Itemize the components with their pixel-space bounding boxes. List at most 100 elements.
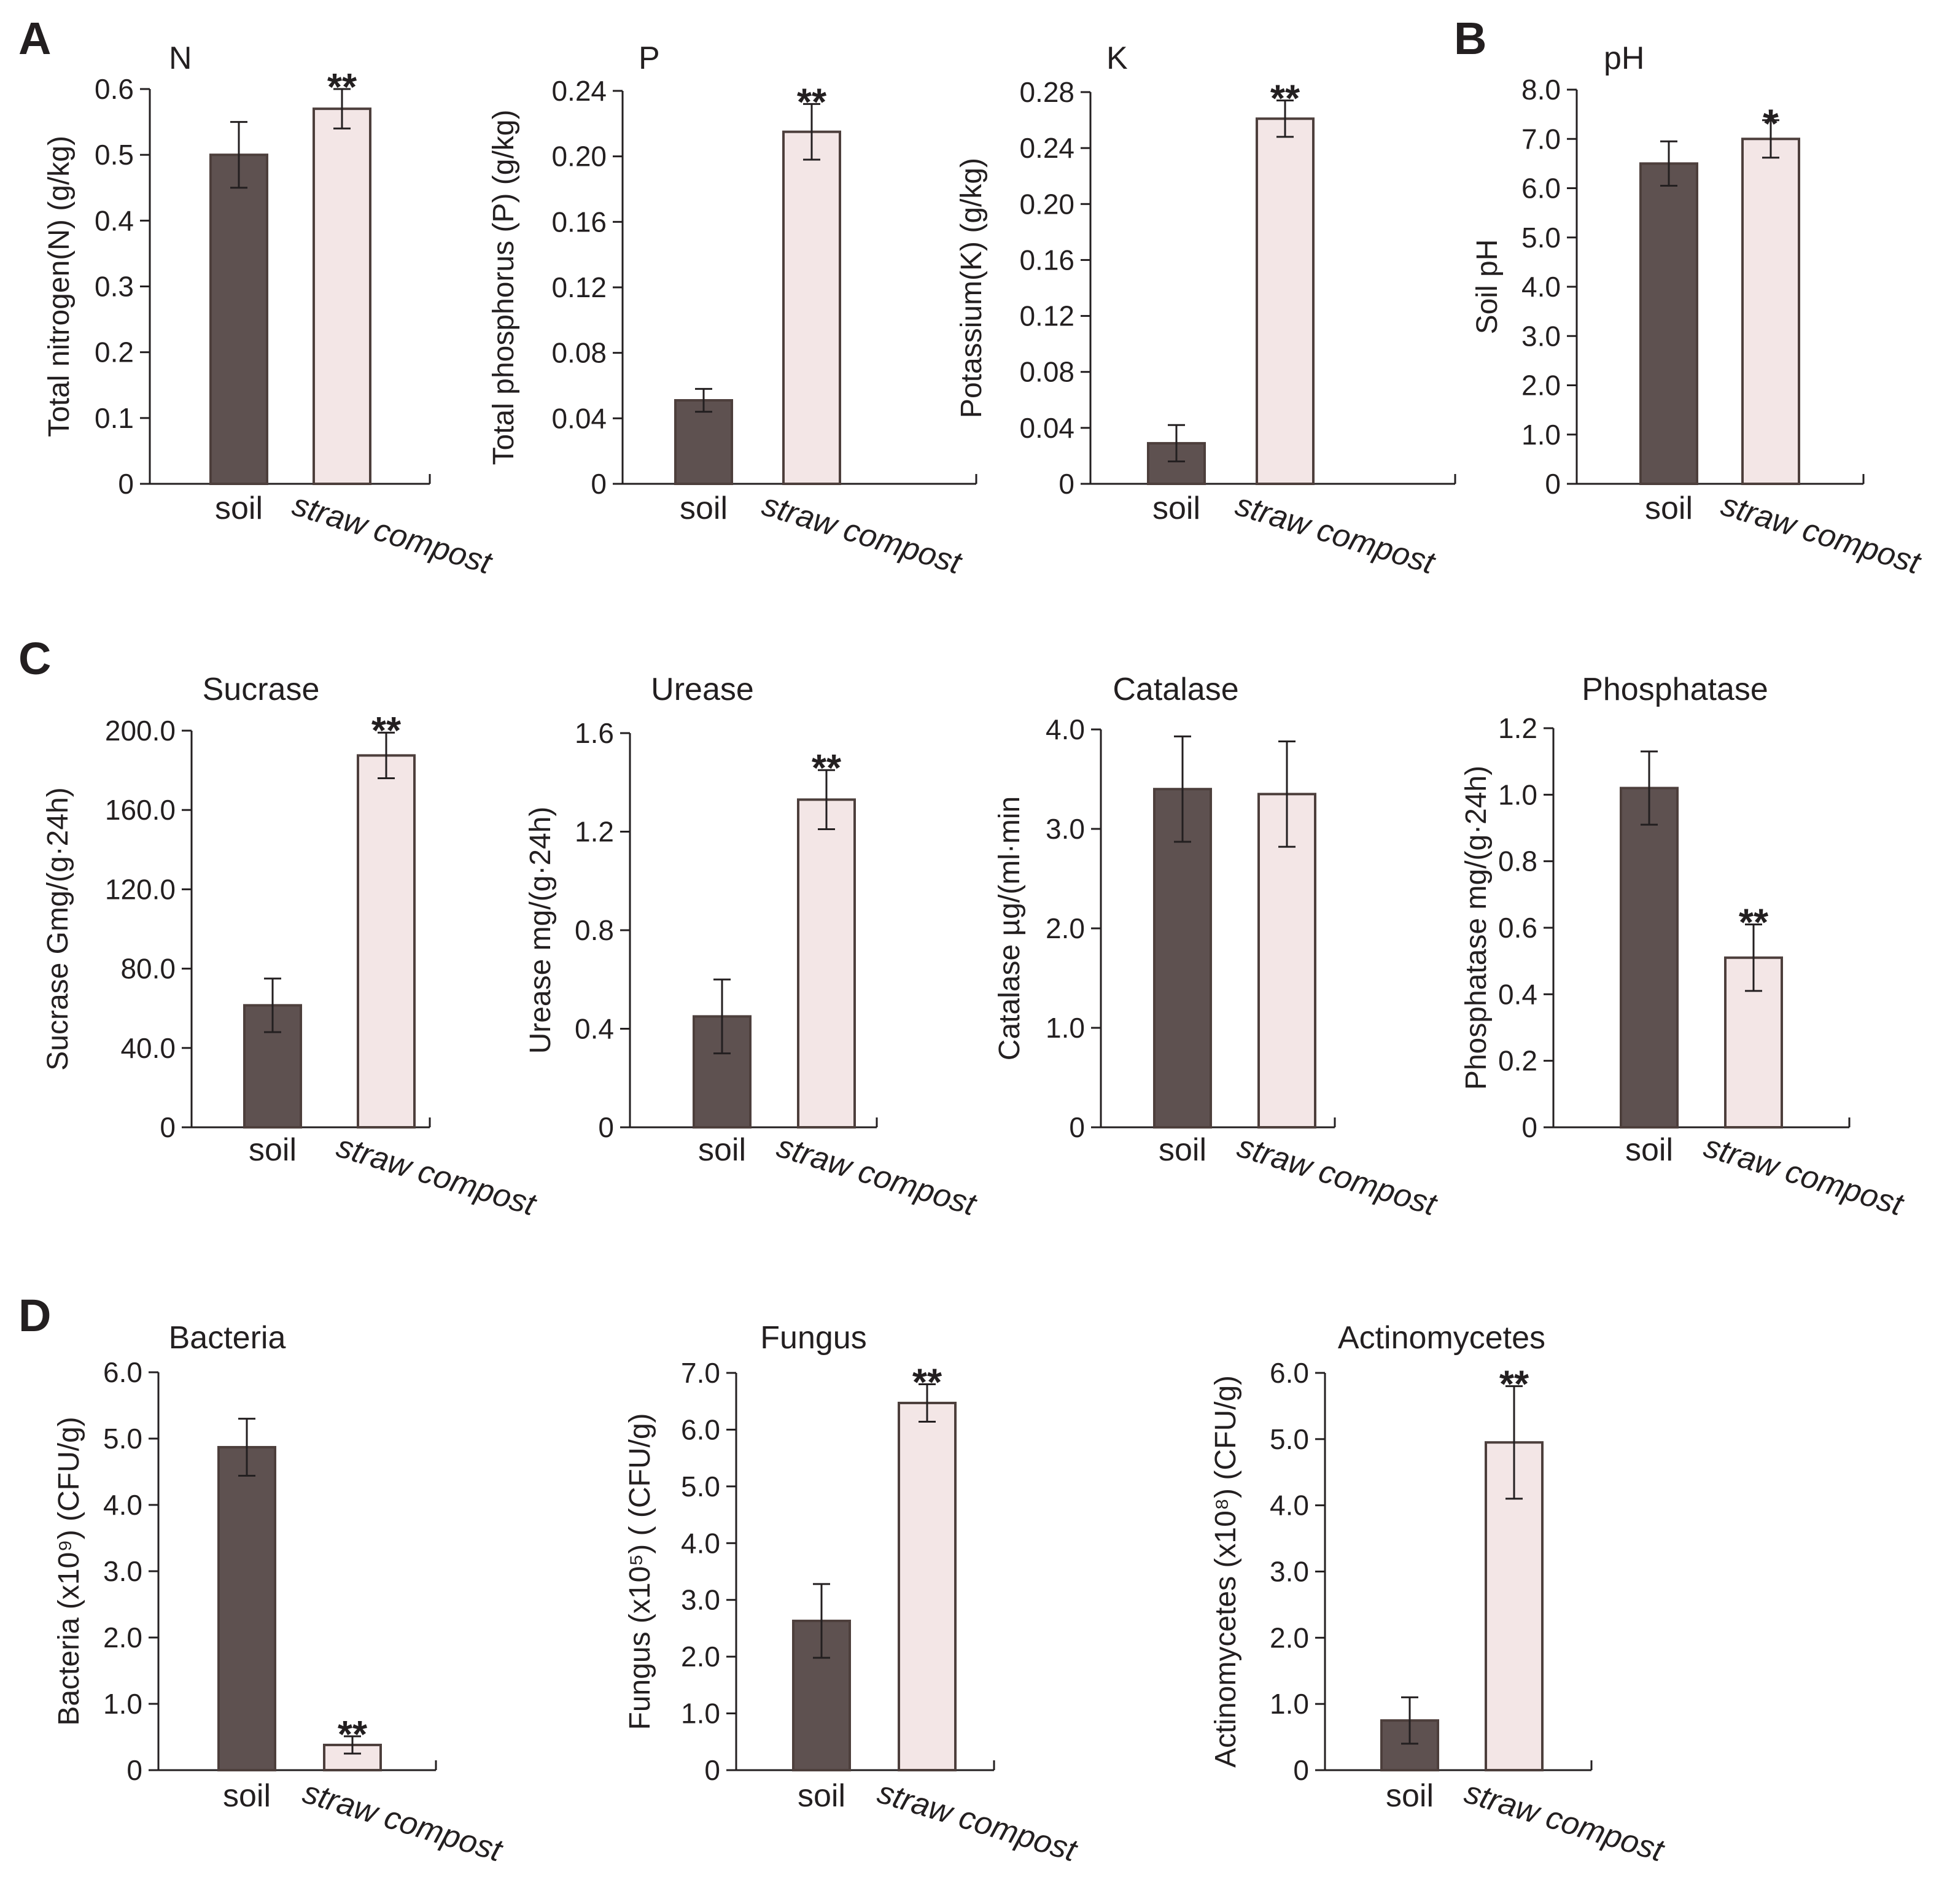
bar-bacteria-straw-compost <box>323 1743 382 1771</box>
category-label-urease-straw-compost: straw compost <box>772 1129 981 1223</box>
category-label-k-straw-compost: straw compost <box>1231 487 1440 581</box>
y-tick-label-actinomycetes: 5.0 <box>1270 1423 1309 1455</box>
y-tick-label-phosphatase: 1.0 <box>1498 779 1537 810</box>
y-tick-label-n: 0 <box>118 468 134 500</box>
y-tick-label-actinomycetes: 2.0 <box>1270 1622 1309 1653</box>
chart-title-k: K <box>1106 41 1128 76</box>
y-axis-label-k: Potassium(K) (g/kg) <box>955 158 988 418</box>
y-tick-label-ph: 2.0 <box>1521 370 1561 402</box>
y-tick-label-catalase: 3.0 <box>1046 813 1085 845</box>
y-tick-label-sucrase: 0 <box>160 1111 176 1143</box>
y-axis-label-actinomycetes: Actinomycetes (x10⁸) (CFU/g) <box>1210 1375 1242 1768</box>
y-tick-label-urease: 1.6 <box>575 717 614 749</box>
y-tick-label-sucrase: 80.0 <box>120 953 176 985</box>
panel-letter-c: C <box>18 633 51 684</box>
category-label-fungus-soil: soil <box>798 1778 845 1814</box>
chart-title-bacteria: Bacteria <box>169 1320 286 1356</box>
y-tick-label-catalase: 2.0 <box>1046 912 1085 944</box>
y-axis-label-bacteria: Bacteria (x10⁹) (CFU/g) <box>53 1416 85 1725</box>
category-label-fungus-straw-compost: straw compost <box>873 1774 1082 1869</box>
y-tick-label-actinomycetes: 4.0 <box>1270 1490 1309 1521</box>
y-tick-label-bacteria: 6.0 <box>103 1356 142 1388</box>
y-tick-label-ph: 7.0 <box>1521 123 1561 155</box>
y-tick-label-bacteria: 2.0 <box>103 1622 142 1653</box>
y-tick-label-sucrase: 40.0 <box>120 1032 176 1064</box>
bar-sucrase-straw-compost <box>357 754 416 1129</box>
chart-title-sucrase: Sucrase <box>203 672 320 707</box>
chart-p: P 0 0.04 0.08 0.12 0.16 0.20 0.24 Total phosphor… <box>488 41 977 581</box>
y-tick-label-actinomycetes: 3.0 <box>1270 1556 1309 1588</box>
y-tick-label-catalase: 1.0 <box>1046 1012 1085 1044</box>
y-tick-label-fungus: 5.0 <box>681 1471 720 1502</box>
chart-sucrase: Sucrase 0 40.0 80.0 120.0 160.0 200.0 Sucrase G… <box>42 672 541 1223</box>
y-tick-label-k: 0.24 <box>1019 132 1074 164</box>
significance-mark-sucrase: ** <box>371 710 402 752</box>
category-label-ph-soil: soil <box>1645 491 1693 526</box>
bar-phosphatase-soil <box>1620 787 1679 1129</box>
y-tick-label-actinomycetes: 1.0 <box>1270 1688 1309 1720</box>
chart-title-catalase: Catalase <box>1113 672 1238 707</box>
bar-n-soil <box>209 153 268 485</box>
y-tick-label-p: 0.20 <box>551 141 607 173</box>
y-tick-label-k: 0.16 <box>1019 244 1074 276</box>
y-tick-label-urease: 0 <box>598 1111 614 1143</box>
y-tick-label-ph: 4.0 <box>1521 271 1561 303</box>
chart-phosphatase: Phosphatase 0 0.2 0.4 0.6 0.8 1.0 1.2Phosphatas… <box>1460 672 1908 1223</box>
y-tick-label-p: 0.24 <box>551 75 607 107</box>
chart-title-fungus: Fungus <box>760 1320 866 1356</box>
y-tick-label-n: 0.5 <box>95 139 134 171</box>
y-tick-label-urease: 1.2 <box>575 816 614 848</box>
category-label-actinomycetes-straw-compost: straw compost <box>1460 1774 1669 1869</box>
category-label-actinomycetes-soil: soil <box>1386 1778 1434 1814</box>
y-axis-label-n: Total nitrogen(N) (g/kg) <box>43 136 76 437</box>
y-tick-label-k: 0.12 <box>1019 300 1074 332</box>
y-axis-label-fungus: Fungus (x10⁵) ( (CFU/g) <box>624 1413 656 1730</box>
bar-urease-soil <box>693 1015 752 1129</box>
y-tick-label-catalase: 0 <box>1069 1111 1085 1143</box>
category-label-urease-soil: soil <box>698 1132 746 1168</box>
y-tick-label-bacteria: 5.0 <box>103 1423 142 1455</box>
y-tick-label-ph: 5.0 <box>1521 222 1561 254</box>
y-tick-label-k: 0.08 <box>1019 356 1074 388</box>
chart-title-p: P <box>639 41 660 76</box>
y-tick-label-bacteria: 3.0 <box>103 1555 142 1587</box>
significance-mark-fungus: ** <box>912 1361 942 1404</box>
category-label-ph-straw-compost: straw compost <box>1717 487 1925 581</box>
significance-mark-actinomycetes: ** <box>1499 1364 1529 1406</box>
y-tick-label-ph: 1.0 <box>1521 419 1561 451</box>
y-tick-label-p: 0.04 <box>551 402 607 434</box>
chart-title-urease: Urease <box>651 672 754 707</box>
y-tick-label-bacteria: 0 <box>126 1754 142 1786</box>
y-tick-label-p: 0.16 <box>551 206 607 238</box>
y-axis-label-ph: Soil pH <box>1471 239 1504 335</box>
panel-letter-d: D <box>18 1290 51 1341</box>
y-tick-label-sucrase: 160.0 <box>105 794 176 826</box>
category-label-p-straw-compost: straw compost <box>758 487 966 581</box>
y-tick-label-phosphatase: 1.2 <box>1498 712 1537 744</box>
y-tick-label-ph: 6.0 <box>1521 173 1561 204</box>
y-axis-label-catalase: Catalase µg/(ml·min <box>993 796 1026 1060</box>
bar-n-straw-compost <box>313 107 371 485</box>
panel-letter-b: B <box>1454 13 1486 64</box>
y-tick-label-fungus: 4.0 <box>681 1527 720 1559</box>
panel-letter-a: A <box>18 13 51 64</box>
category-label-phosphatase-soil: soil <box>1625 1132 1673 1168</box>
chart-k: K 0 0.04 0.08 0.12 0.16 0.20 0.24 0.28 Potassium(… <box>955 41 1456 581</box>
significance-mark-p: ** <box>797 81 827 123</box>
chart-fungus: Fungus 0 1.0 2.0 3.0 4.0 5.0 6.0 7.0 Fungus (x10⁵… <box>624 1320 1082 1869</box>
y-axis-label-p: Total phosphorus (P) (g/kg) <box>488 110 520 465</box>
chart-urease: Urease 0 0.4 0.8 1.2 1.6 Urease mg/(g·24h) soil… <box>524 672 981 1223</box>
y-tick-label-phosphatase: 0.4 <box>1498 978 1537 1010</box>
y-tick-label-k: 0.28 <box>1019 76 1074 108</box>
significance-mark-k: ** <box>1270 78 1300 120</box>
y-tick-label-actinomycetes: 0 <box>1293 1754 1309 1786</box>
category-label-bacteria-soil: soil <box>223 1778 271 1814</box>
y-tick-label-fungus: 2.0 <box>681 1641 720 1673</box>
bar-fungus-straw-compost <box>898 1401 957 1771</box>
y-tick-label-urease: 0.8 <box>575 914 614 946</box>
y-tick-label-fungus: 7.0 <box>681 1357 720 1389</box>
significance-mark-urease: ** <box>812 747 842 790</box>
bar-k-straw-compost <box>1256 117 1315 486</box>
bar-p-straw-compost <box>782 130 841 485</box>
bar-catalase-soil <box>1153 788 1212 1129</box>
